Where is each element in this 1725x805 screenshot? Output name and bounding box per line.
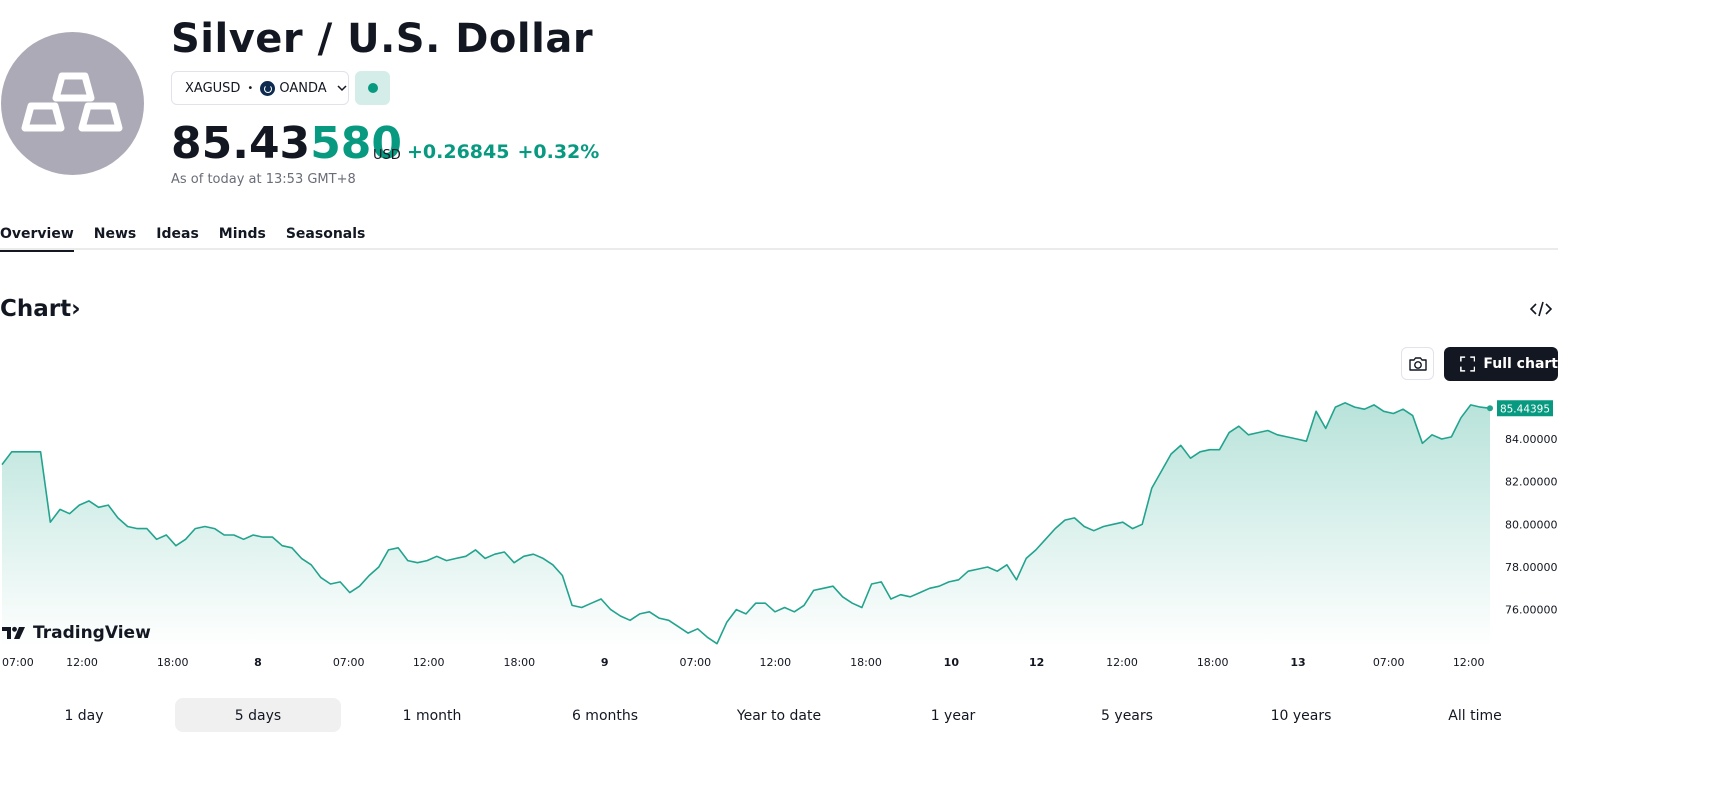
range-1-month[interactable]: 1 month (402, 708, 462, 724)
price-main: 85.43 (171, 118, 311, 169)
range-year-to-date[interactable]: Year to date (736, 708, 822, 724)
tab-minds[interactable]: Minds (218, 226, 266, 242)
chevron-down-icon (337, 85, 347, 92)
x-tick-label: 07:00 (1373, 656, 1405, 669)
tradingview-logo: TradingView (2, 623, 151, 643)
fullscreen-icon (1460, 356, 1476, 372)
price: 85.43580 (171, 118, 402, 170)
change-percent: +0.32% (517, 141, 600, 163)
last-price-dot (1487, 405, 1493, 412)
tradingview-brand: TradingView (33, 623, 151, 643)
x-tick-label: 12:00 (759, 656, 791, 669)
x-tick-label: 18:00 (503, 656, 535, 669)
x-tick-label: 12:00 (66, 656, 98, 669)
oanda-icon (260, 80, 276, 96)
market-open-dot-icon (368, 83, 378, 93)
range-5-years[interactable]: 5 years (1101, 708, 1153, 724)
x-tick-label: 07:00 (2, 656, 34, 669)
price-area (2, 402, 1490, 648)
last-price-badge (1497, 400, 1553, 417)
y-tick-label: 78.00000 (1505, 561, 1558, 574)
symbol-selector[interactable]: XAGUSD • OANDA (171, 71, 349, 105)
tab-news[interactable]: News (93, 226, 137, 242)
range-selector: 1 day 5 days 1 month 6 months Year to da… (0, 698, 1560, 732)
tab-seasonals[interactable]: Seasonals (285, 226, 366, 242)
x-tick-label: 13 (1290, 656, 1305, 669)
section-tabs: Overview News Ideas Minds Seasonals (0, 226, 385, 252)
x-tick-label: 18:00 (1197, 656, 1229, 669)
range-1-day[interactable]: 1 day (64, 708, 104, 724)
price-currency: USD (373, 148, 401, 163)
snapshot-button[interactable] (1401, 347, 1434, 380)
price-timestamp: As of today at 13:53 GMT+8 (171, 172, 356, 187)
full-chart-label: Full chart (1483, 356, 1558, 372)
range-6-months[interactable]: 6 months (571, 708, 639, 724)
x-tick-label: 10 (944, 656, 960, 669)
y-tick-label: 76.00000 (1505, 604, 1558, 617)
y-tick-label: 84.00000 (1505, 433, 1558, 446)
y-tick-label: 80.00000 (1505, 518, 1558, 531)
x-tick-label: 18:00 (157, 656, 189, 669)
tradingview-icon (2, 626, 25, 639)
chevron-right-icon: › (71, 296, 81, 322)
exchange-name: OANDA (279, 80, 327, 96)
x-tick-label: 8 (254, 656, 262, 669)
y-tick-label: 82.00000 (1505, 476, 1558, 489)
symbol-ticker: XAGUSD (185, 80, 241, 96)
x-tick-label: 12:00 (413, 656, 445, 669)
x-tick-label: 12:00 (1453, 656, 1485, 669)
chart-section-link[interactable]: Chart› (0, 296, 81, 322)
x-tick-label: 9 (601, 656, 609, 669)
x-tick-label: 18:00 (850, 656, 882, 669)
silver-bars-icon (21, 72, 123, 132)
chart-section-title: Chart (0, 296, 72, 322)
range-5-days[interactable]: 5 days (175, 698, 341, 732)
change-value: +0.26845 (407, 141, 510, 163)
page-title: Silver / U.S. Dollar (171, 16, 594, 62)
tab-ideas[interactable]: Ideas (156, 226, 199, 242)
range-1-year[interactable]: 1 year (930, 708, 976, 724)
x-tick-label: 07:00 (679, 656, 711, 669)
x-tick-label: 12:00 (1106, 656, 1138, 669)
price-chart[interactable]: 84.00000 82.00000 80.00000 78.00000 76.00000… (0, 390, 1560, 680)
last-price-label: 85.44395 (1500, 403, 1550, 415)
full-chart-button[interactable]: Full chart (1444, 347, 1558, 381)
market-status-badge[interactable] (355, 71, 390, 105)
price-tail: 580 (310, 118, 403, 169)
embed-code-icon[interactable] (1530, 299, 1552, 319)
x-tick-label: 07:00 (333, 656, 365, 669)
tabs-divider (0, 248, 1558, 250)
x-tick-label: 12 (1029, 656, 1044, 669)
price-line (1, 402, 1491, 645)
symbol-separator: • (247, 82, 254, 94)
price-change: +0.26845 +0.32% (407, 141, 599, 163)
camera-icon (1408, 356, 1427, 371)
range-all-time[interactable]: All time (1448, 708, 1502, 724)
range-10-years[interactable]: 10 years (1270, 708, 1332, 724)
silver-logo (1, 32, 144, 175)
tab-overview[interactable]: Overview (0, 226, 74, 252)
